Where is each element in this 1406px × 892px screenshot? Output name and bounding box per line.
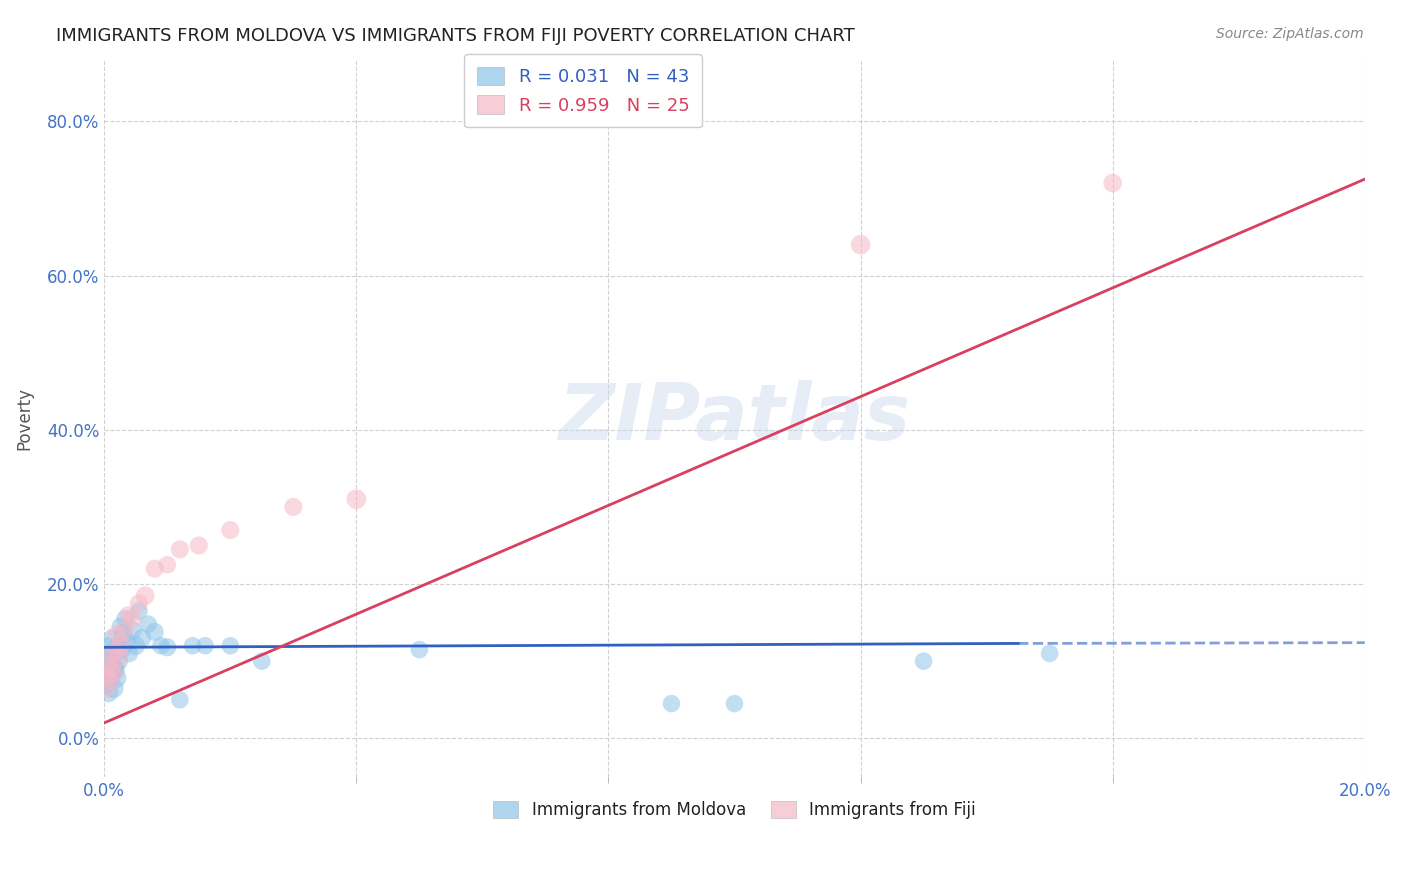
- Point: [96, 670, 118, 684]
- Point: [103, 681, 125, 695]
- Point: [105, 627, 128, 641]
- Point: [94, 681, 117, 695]
- Point: [104, 642, 127, 657]
- Point: [143, 624, 166, 639]
- Point: [112, 627, 135, 641]
- Point: [98, 673, 121, 688]
- Point: [169, 542, 191, 557]
- Point: [96, 639, 118, 653]
- Point: [98, 673, 121, 688]
- Text: ZIPatlas: ZIPatlas: [558, 380, 911, 456]
- Point: [100, 658, 122, 673]
- Point: [194, 639, 217, 653]
- Point: [107, 650, 129, 665]
- Point: [112, 624, 135, 638]
- Text: IMMIGRANTS FROM MOLDOVA VS IMMIGRANTS FROM FIJI POVERTY CORRELATION CHART: IMMIGRANTS FROM MOLDOVA VS IMMIGRANTS FR…: [56, 27, 855, 45]
- Point: [114, 612, 136, 626]
- Point: [94, 677, 117, 691]
- Point: [156, 558, 179, 572]
- Point: [118, 647, 141, 661]
- Point: [103, 642, 125, 657]
- Point: [149, 639, 172, 653]
- Y-axis label: Poverty: Poverty: [15, 387, 32, 450]
- Point: [143, 561, 166, 575]
- Point: [344, 492, 367, 507]
- Point: [138, 617, 160, 632]
- Point: [110, 639, 132, 653]
- Point: [1101, 176, 1123, 190]
- Point: [1039, 647, 1062, 661]
- Point: [104, 660, 127, 674]
- Point: [219, 523, 242, 537]
- Point: [723, 697, 745, 711]
- Point: [250, 654, 273, 668]
- Point: [156, 640, 179, 655]
- Point: [131, 631, 153, 645]
- Point: [111, 642, 134, 657]
- Point: [97, 658, 120, 673]
- Point: [100, 662, 122, 676]
- Point: [96, 670, 118, 684]
- Point: [128, 604, 150, 618]
- Text: Source: ZipAtlas.com: Source: ZipAtlas.com: [1216, 27, 1364, 41]
- Point: [110, 619, 132, 633]
- Point: [849, 237, 872, 252]
- Point: [121, 624, 143, 638]
- Point: [101, 647, 124, 661]
- Point: [98, 647, 121, 661]
- Point: [912, 654, 935, 668]
- Point: [101, 631, 124, 645]
- Point: [408, 642, 430, 657]
- Legend: Immigrants from Moldova, Immigrants from Fiji: Immigrants from Moldova, Immigrants from…: [486, 795, 983, 826]
- Point: [103, 665, 125, 680]
- Point: [108, 654, 131, 668]
- Point: [181, 639, 204, 653]
- Point: [128, 596, 150, 610]
- Point: [94, 654, 117, 668]
- Point: [101, 665, 124, 680]
- Point: [219, 639, 242, 653]
- Point: [169, 692, 191, 706]
- Point: [117, 607, 139, 622]
- Point: [105, 671, 128, 685]
- Point: [97, 685, 120, 699]
- Point: [115, 635, 138, 649]
- Point: [283, 500, 305, 514]
- Point: [134, 589, 156, 603]
- Point: [104, 664, 127, 678]
- Point: [187, 539, 209, 553]
- Point: [107, 639, 129, 653]
- Point: [121, 612, 143, 626]
- Point: [125, 639, 148, 653]
- Point: [101, 650, 124, 665]
- Point: [97, 662, 120, 676]
- Point: [661, 697, 683, 711]
